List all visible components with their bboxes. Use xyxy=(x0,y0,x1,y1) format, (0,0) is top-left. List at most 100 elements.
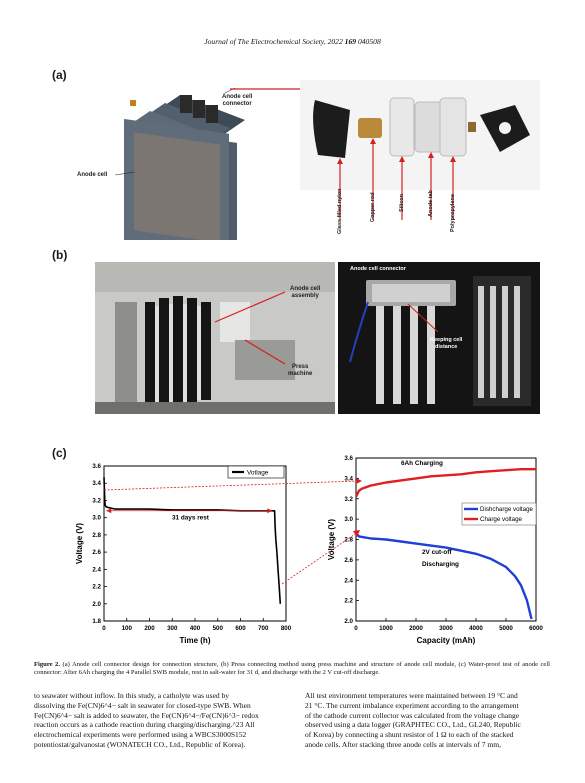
body-line: 21 °C. The current imbalance experiment … xyxy=(305,700,519,710)
body-line: anode cells. After stacking three anode … xyxy=(305,739,501,749)
panel-c-label: (c) xyxy=(52,446,67,460)
charging-annotation: 6Ah Charging xyxy=(401,460,443,467)
x-tick-label: 0 xyxy=(354,625,358,632)
rest-voltage-chart: 0 100 200 300 400 500 600 700 800 1.8 2.0 2.2 2.4 2.6… xyxy=(75,463,292,645)
plot-frame xyxy=(103,465,287,622)
article-number: 040508 xyxy=(357,37,381,46)
legend-box xyxy=(461,502,537,526)
anode-cell-assembly-label: Anode cell assembly xyxy=(290,286,321,299)
rest-annotation: 31 days rest xyxy=(172,514,210,521)
anode-module-photo xyxy=(338,262,540,414)
part-label-polypropylene: Polypropylene xyxy=(450,194,456,232)
journal-name: Journal of The Electrochemical Society xyxy=(204,37,324,46)
x-tick-label: 200 xyxy=(144,625,155,632)
y-tick-label: 2.2 xyxy=(92,584,101,591)
y-tick-label: 2.6 xyxy=(344,557,353,564)
body-line: potentiostat/galvanostat (WONATECH CO., … xyxy=(34,739,246,749)
keeping-cell-distance-label: Keeping cell distance xyxy=(430,337,463,350)
legend-entry-discharge: Dishcharge voltage xyxy=(480,506,534,513)
figure-caption: Figure 2. (a) Anode cell connector desig… xyxy=(34,661,550,677)
charge-discharge-chart: 0 1000 2000 3000 4000 5000 6000 2.0 2.2 2.4 2.6 2.8… xyxy=(327,455,543,645)
series-line-votlage xyxy=(103,477,282,604)
journal-volume: 169 xyxy=(344,37,357,46)
y-tick-label: 2.4 xyxy=(344,577,353,584)
x-axis-label: Capacity (mAh) xyxy=(417,636,476,645)
y-axis-label: Voltage (V) xyxy=(327,519,336,561)
part-label-nylon: Glass filled nylon xyxy=(337,188,343,234)
rest-arrow-right xyxy=(267,508,273,514)
x-tick-label: 5000 xyxy=(499,625,513,632)
body-column-right: All test environment temperatures were m… xyxy=(305,691,547,750)
y-tick-label: 2.6 xyxy=(92,549,101,556)
x-tick-label: 500 xyxy=(213,625,224,632)
x-tick-label: 800 xyxy=(281,625,292,632)
y-tick-label: 3.0 xyxy=(344,516,353,523)
panel-a-label: (a) xyxy=(52,68,67,82)
series-line-dishcharge-voltage xyxy=(355,532,533,620)
y-axis-label: Voltage (V) xyxy=(75,523,84,565)
body-line: of Korea) by connecting a shunt resistor… xyxy=(305,730,514,740)
y-tick-label: 3.6 xyxy=(344,455,353,462)
panel-a-illustration xyxy=(114,80,540,240)
x-tick-label: 6000 xyxy=(529,625,543,632)
y-tick-label: 3.2 xyxy=(92,497,101,504)
body-line: dissolving the Fe(CN)6^4− salt in seawat… xyxy=(34,700,251,710)
discharging-annotation: Discharging xyxy=(422,561,459,568)
body-column-left: to seawater without inflow. In this stud… xyxy=(34,691,276,750)
y-tick-label: 1.8 xyxy=(92,618,101,625)
legend-entry: Votlage xyxy=(247,470,269,477)
cutoff-annotation: 2V cut-off xyxy=(422,549,452,556)
legend-box xyxy=(227,465,285,479)
body-line: of the cathode current collector was cal… xyxy=(305,710,520,720)
part-label-silicon: Silicon xyxy=(399,193,405,212)
x-tick-label: 700 xyxy=(258,625,269,632)
x-tick-label: 600 xyxy=(235,625,246,632)
y-tick-label: 3.0 xyxy=(92,515,101,522)
anode-cell-label: Anode cell xyxy=(77,172,108,178)
x-tick-label: 1000 xyxy=(379,625,393,632)
body-line: Fe(CN)6^4− salt is added to seawater, th… xyxy=(34,710,259,720)
x-tick-label: 0 xyxy=(102,625,106,632)
body-line: to seawater without inflow. In this stud… xyxy=(34,691,230,700)
panel-b-label: (b) xyxy=(52,248,68,262)
x-tick-label: 4000 xyxy=(469,625,483,632)
part-label-anode-tab: Anode tab xyxy=(428,190,434,217)
y-tick-label: 2.2 xyxy=(344,598,353,605)
body-line: observed using a data logger (GRAPHTEC C… xyxy=(305,720,521,730)
y-tick-label: 3.4 xyxy=(92,480,101,487)
rest-arrow-left xyxy=(106,508,112,514)
caption-text: (a) Anode cell connector design for conn… xyxy=(34,661,551,677)
body-line: electrochemical experiments were perform… xyxy=(34,730,247,740)
x-tick-label: 2000 xyxy=(409,625,423,632)
anode-tab-part xyxy=(414,101,444,153)
y-tick-label: 2.0 xyxy=(344,618,353,625)
y-tick-label: 3.4 xyxy=(344,475,353,482)
series-line-charge-voltage xyxy=(354,468,536,498)
y-tick-label: 2.8 xyxy=(344,537,353,544)
part-label-copper: Copper rod xyxy=(370,192,376,222)
y-tick-label: 3.2 xyxy=(344,496,353,503)
y-tick-label: 2.4 xyxy=(92,566,101,573)
anode-cell-connector-label: Anode cell connector xyxy=(222,94,253,107)
journal-year: 2022 xyxy=(327,37,343,46)
body-line: All test environment temperatures were m… xyxy=(305,691,518,700)
silicon-part xyxy=(389,97,415,157)
body-line: reaction occurs as a cathode reaction du… xyxy=(34,720,255,730)
legend-entry-charge: Charge voltage xyxy=(480,516,523,523)
module-connector-label: Anode cell connector xyxy=(350,266,406,272)
y-tick-label: 3.6 xyxy=(92,463,101,470)
x-axis-label: Time (h) xyxy=(180,636,211,645)
press-machine-label: Press machine xyxy=(288,364,313,377)
y-tick-label: 2.8 xyxy=(92,532,101,539)
x-tick-label: 3000 xyxy=(439,625,453,632)
nylon-part xyxy=(313,100,350,158)
y-tick-label: 2.0 xyxy=(92,601,101,608)
polypropylene-part xyxy=(439,97,467,157)
caption-label: Figure 2. xyxy=(34,661,60,668)
anode-cell-drawing xyxy=(124,95,245,240)
copper-rod xyxy=(358,118,382,138)
x-tick-label: 300 xyxy=(167,625,178,632)
x-tick-label: 100 xyxy=(122,625,133,632)
x-tick-label: 400 xyxy=(190,625,201,632)
press-machine-photo xyxy=(95,262,335,414)
